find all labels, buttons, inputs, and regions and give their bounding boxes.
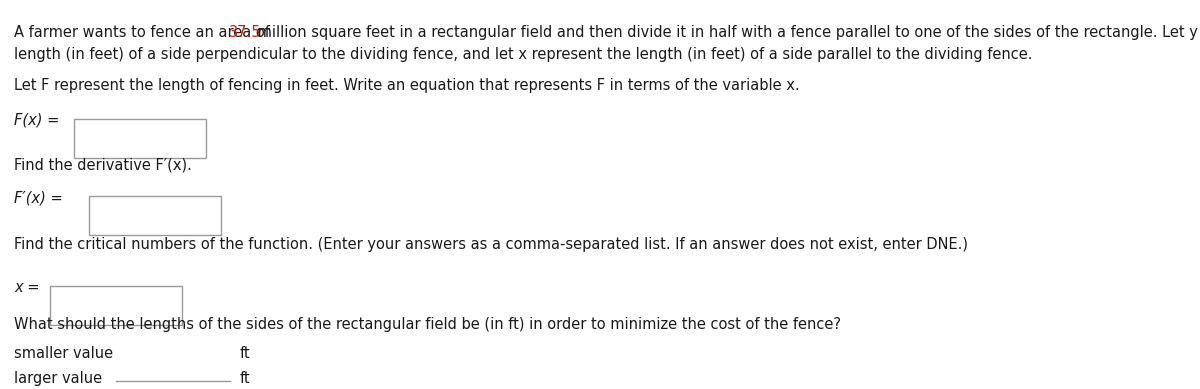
Text: Find the derivative F′(x).: Find the derivative F′(x). bbox=[14, 158, 192, 173]
Text: x =: x = bbox=[14, 280, 40, 295]
Text: F(x) =: F(x) = bbox=[14, 113, 60, 128]
Text: ft: ft bbox=[240, 371, 251, 387]
Text: Let F represent the length of fencing in feet. Write an equation that represents: Let F represent the length of fencing in… bbox=[14, 78, 800, 93]
Text: length (in feet) of a side perpendicular to the dividing fence, and let x repres: length (in feet) of a side perpendicular… bbox=[14, 47, 1033, 62]
Text: 37.5: 37.5 bbox=[229, 25, 262, 40]
Text: larger value: larger value bbox=[14, 371, 102, 387]
Text: ft: ft bbox=[240, 346, 251, 361]
Text: F′(x) =: F′(x) = bbox=[14, 191, 64, 206]
Text: What should the lengths of the sides of the rectangular field be (in ft) in orde: What should the lengths of the sides of … bbox=[14, 317, 841, 332]
Text: million square feet in a rectangular field and then divide it in half with a fen: million square feet in a rectangular fie… bbox=[253, 25, 1200, 40]
Text: Find the critical numbers of the function. (Enter your answers as a comma-separa: Find the critical numbers of the functio… bbox=[14, 237, 968, 252]
Text: smaller value: smaller value bbox=[14, 346, 114, 361]
Text: A farmer wants to fence an area of: A farmer wants to fence an area of bbox=[14, 25, 275, 40]
